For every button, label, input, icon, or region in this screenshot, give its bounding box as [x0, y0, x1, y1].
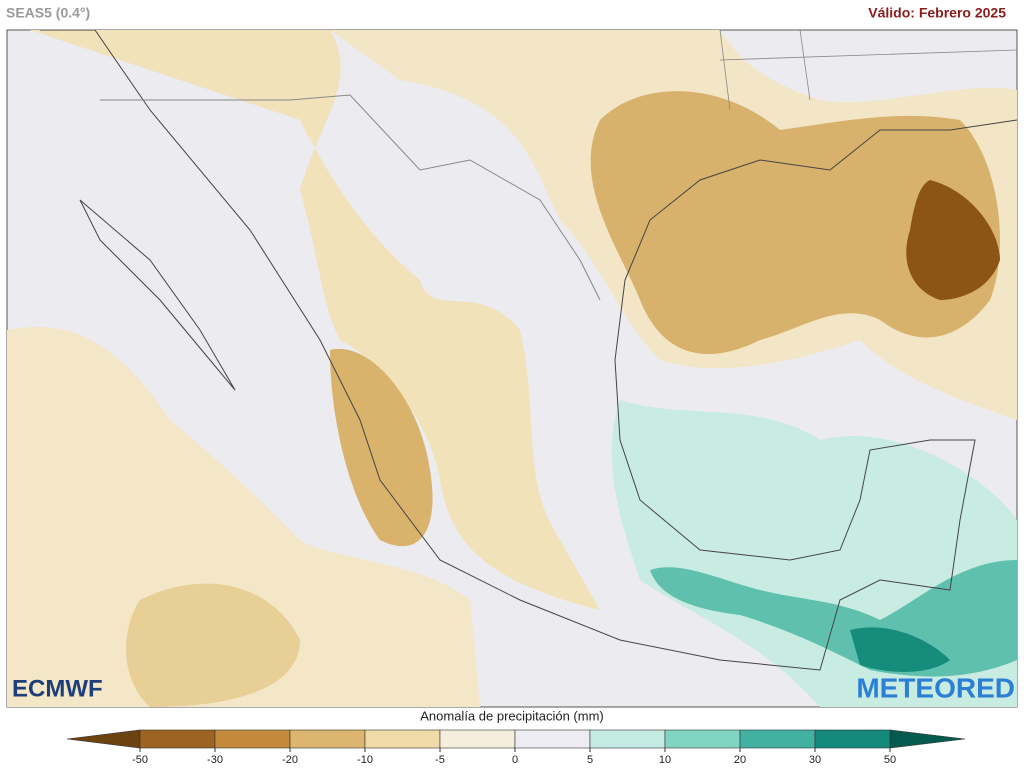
coastline: [40, 30, 1017, 671]
anomaly-area: [330, 348, 433, 547]
model-label: SEAS5 (0.4°): [6, 5, 90, 21]
anomaly-area: [7, 326, 480, 707]
colorbar-tick-label: 30: [809, 754, 821, 766]
colorbar-tick-label: -50: [132, 754, 148, 766]
anomaly-area: [906, 180, 1000, 300]
colorbar-tick-label: 0: [512, 754, 518, 766]
colorbar-tick-label: -20: [282, 754, 298, 766]
colorbar-tick-label: 50: [884, 754, 896, 766]
border: [100, 94, 601, 301]
anomaly-area: [126, 583, 300, 707]
colorbar-bin: [439, 729, 516, 749]
colorbar-bin: [214, 729, 291, 749]
valid-date: Válido: Febrero 2025: [868, 5, 1006, 21]
colorbar-bin: [739, 729, 816, 749]
coastline: [79, 199, 236, 391]
colorbar-tick-label: 5: [587, 754, 593, 766]
colorbar-end: [66, 729, 141, 749]
map: ECMWF METEORED: [6, 29, 1018, 708]
colorbar-bin: [289, 729, 366, 749]
colorbar-tick-label: -30: [207, 754, 223, 766]
colorbar-bin: [589, 729, 666, 749]
border: [719, 30, 1017, 111]
ecmwf-logo: ECMWF: [12, 675, 103, 702]
colorbar-bin: [139, 729, 216, 749]
anomaly-area: [590, 91, 1000, 355]
meteored-logo: METEORED: [856, 672, 1015, 703]
legend-title: Anomalía de precipitación (mm): [420, 708, 604, 723]
colorbar-tick-label: -5: [435, 754, 445, 766]
colorbar-bin: [814, 729, 891, 749]
colorbar-bin: [514, 729, 591, 749]
anomaly-area: [30, 30, 600, 610]
colorbar: -50 -30 -20 -10 -5 0 5 10 20 30 50: [66, 729, 966, 766]
colorbar-bin: [664, 729, 741, 749]
colorbar-end: [889, 729, 966, 749]
colorbar-tick-label: -10: [357, 754, 373, 766]
anomaly-area: [850, 627, 950, 672]
colorbar-tick-label: 20: [734, 754, 746, 766]
colorbar-tick-label: 10: [659, 754, 671, 766]
colorbar-bin: [364, 729, 441, 749]
